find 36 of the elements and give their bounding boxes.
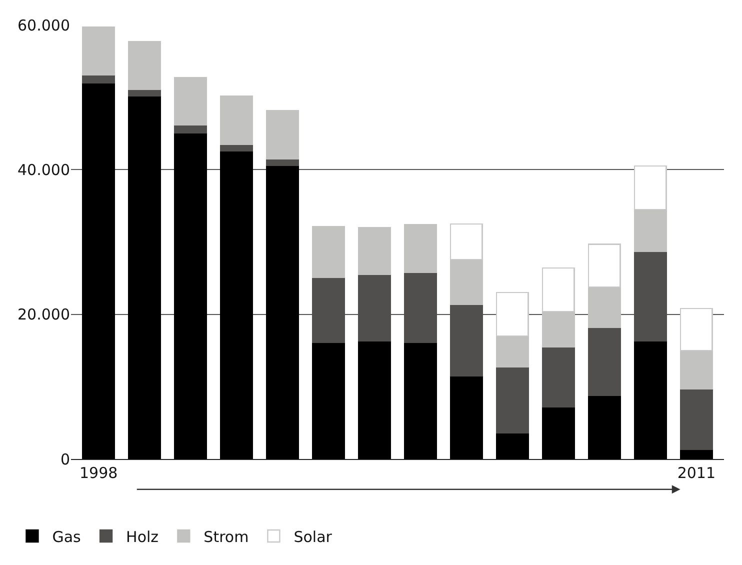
bar — [588, 326, 621, 396]
bar — [542, 406, 575, 459]
x-tick-label: 2011 — [677, 464, 716, 482]
bar — [680, 388, 713, 450]
bar — [358, 340, 391, 459]
bar — [312, 226, 345, 278]
bar — [680, 449, 713, 459]
bar — [450, 375, 483, 459]
bar — [174, 132, 208, 459]
legend-label: Strom — [204, 528, 249, 546]
y-tick-label: 20.000 — [18, 306, 70, 324]
y-tick-label: 0 — [60, 450, 70, 468]
bar — [404, 224, 437, 273]
bar — [496, 366, 529, 434]
bar — [358, 226, 391, 276]
legend-label: Solar — [294, 528, 333, 546]
bar — [266, 110, 299, 160]
bar — [542, 346, 575, 408]
bar — [404, 342, 437, 459]
bar — [588, 394, 621, 459]
bar — [128, 95, 162, 459]
bar — [220, 150, 254, 459]
bar — [82, 82, 116, 459]
bar — [128, 41, 162, 90]
bar — [634, 340, 667, 459]
y-tick-label: 40.000 — [18, 160, 70, 179]
bar — [266, 164, 299, 459]
legend-label: Holz — [126, 528, 159, 546]
bar — [312, 342, 345, 459]
x-tick-label: 1998 — [79, 464, 118, 482]
y-tick-label: 60.000 — [18, 16, 70, 34]
bar — [496, 432, 529, 459]
legend-label: Gas — [52, 528, 82, 546]
bar — [82, 26, 116, 76]
bar — [220, 95, 254, 145]
bar — [174, 77, 208, 126]
